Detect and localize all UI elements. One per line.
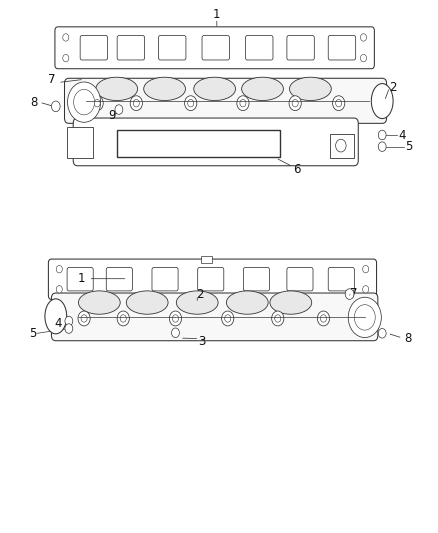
Circle shape bbox=[65, 317, 73, 326]
FancyBboxPatch shape bbox=[106, 268, 132, 291]
Circle shape bbox=[120, 315, 126, 322]
Ellipse shape bbox=[126, 291, 168, 314]
Text: 4: 4 bbox=[54, 317, 62, 330]
Circle shape bbox=[222, 311, 234, 326]
FancyBboxPatch shape bbox=[55, 27, 374, 69]
Circle shape bbox=[363, 286, 369, 293]
Circle shape bbox=[354, 305, 375, 330]
Circle shape bbox=[378, 130, 386, 140]
Circle shape bbox=[67, 82, 101, 122]
Circle shape bbox=[345, 289, 354, 300]
Circle shape bbox=[78, 311, 90, 326]
Bar bbox=[330, 134, 354, 158]
FancyBboxPatch shape bbox=[202, 36, 230, 60]
Text: 5: 5 bbox=[29, 327, 36, 340]
Circle shape bbox=[185, 96, 197, 111]
FancyBboxPatch shape bbox=[73, 118, 358, 166]
Ellipse shape bbox=[96, 77, 138, 101]
Circle shape bbox=[348, 297, 381, 337]
Ellipse shape bbox=[194, 77, 236, 101]
Circle shape bbox=[336, 139, 346, 152]
Text: 7: 7 bbox=[350, 287, 358, 300]
Ellipse shape bbox=[270, 291, 312, 314]
Circle shape bbox=[173, 315, 179, 322]
FancyBboxPatch shape bbox=[117, 36, 145, 60]
FancyBboxPatch shape bbox=[64, 78, 387, 123]
Circle shape bbox=[321, 315, 326, 322]
Text: 5: 5 bbox=[405, 140, 412, 153]
Bar bbox=[201, 256, 212, 263]
Circle shape bbox=[81, 315, 87, 322]
Circle shape bbox=[237, 96, 249, 111]
Circle shape bbox=[240, 100, 246, 107]
FancyBboxPatch shape bbox=[328, 36, 356, 60]
FancyBboxPatch shape bbox=[159, 36, 186, 60]
Text: 6: 6 bbox=[293, 163, 301, 176]
Circle shape bbox=[172, 328, 180, 337]
Text: 8: 8 bbox=[30, 95, 38, 109]
FancyBboxPatch shape bbox=[246, 36, 273, 60]
FancyBboxPatch shape bbox=[67, 268, 93, 291]
FancyBboxPatch shape bbox=[328, 268, 354, 291]
Ellipse shape bbox=[45, 299, 67, 334]
FancyBboxPatch shape bbox=[244, 268, 269, 291]
Circle shape bbox=[289, 96, 301, 111]
Circle shape bbox=[275, 315, 281, 322]
Ellipse shape bbox=[226, 291, 268, 314]
Ellipse shape bbox=[78, 291, 120, 314]
Circle shape bbox=[56, 265, 62, 273]
Text: 4: 4 bbox=[398, 128, 406, 141]
Circle shape bbox=[360, 54, 367, 62]
Circle shape bbox=[133, 100, 139, 107]
Ellipse shape bbox=[242, 77, 283, 101]
Circle shape bbox=[272, 311, 284, 326]
FancyBboxPatch shape bbox=[48, 259, 377, 300]
Text: 1: 1 bbox=[213, 8, 221, 21]
Text: 7: 7 bbox=[48, 73, 55, 86]
Circle shape bbox=[63, 54, 69, 62]
Text: 3: 3 bbox=[198, 335, 205, 348]
Text: 2: 2 bbox=[196, 288, 203, 301]
Circle shape bbox=[117, 311, 129, 326]
Circle shape bbox=[318, 311, 329, 326]
FancyBboxPatch shape bbox=[287, 36, 314, 60]
Circle shape bbox=[225, 315, 231, 322]
Ellipse shape bbox=[371, 84, 393, 118]
Text: 9: 9 bbox=[109, 109, 116, 122]
Text: 1: 1 bbox=[78, 272, 86, 285]
Bar bbox=[67, 127, 93, 158]
Circle shape bbox=[94, 100, 100, 107]
FancyBboxPatch shape bbox=[198, 268, 224, 291]
FancyBboxPatch shape bbox=[51, 293, 378, 341]
Circle shape bbox=[187, 100, 194, 107]
FancyBboxPatch shape bbox=[80, 36, 108, 60]
Circle shape bbox=[63, 34, 69, 41]
Circle shape bbox=[115, 105, 123, 114]
FancyBboxPatch shape bbox=[152, 268, 178, 291]
Ellipse shape bbox=[144, 77, 185, 101]
FancyBboxPatch shape bbox=[287, 268, 313, 291]
Text: 2: 2 bbox=[389, 81, 397, 94]
Circle shape bbox=[378, 142, 386, 151]
Circle shape bbox=[74, 90, 95, 115]
Circle shape bbox=[56, 286, 62, 293]
Circle shape bbox=[336, 100, 342, 107]
Circle shape bbox=[332, 96, 345, 111]
Circle shape bbox=[51, 101, 60, 112]
Circle shape bbox=[360, 34, 367, 41]
Circle shape bbox=[91, 96, 103, 111]
Circle shape bbox=[130, 96, 142, 111]
Circle shape bbox=[292, 100, 298, 107]
Text: 8: 8 bbox=[405, 332, 412, 344]
Circle shape bbox=[170, 311, 182, 326]
Ellipse shape bbox=[290, 77, 331, 101]
Bar bbox=[117, 130, 280, 157]
Circle shape bbox=[363, 265, 369, 273]
Circle shape bbox=[65, 324, 73, 333]
Circle shape bbox=[378, 328, 386, 338]
Ellipse shape bbox=[177, 291, 218, 314]
